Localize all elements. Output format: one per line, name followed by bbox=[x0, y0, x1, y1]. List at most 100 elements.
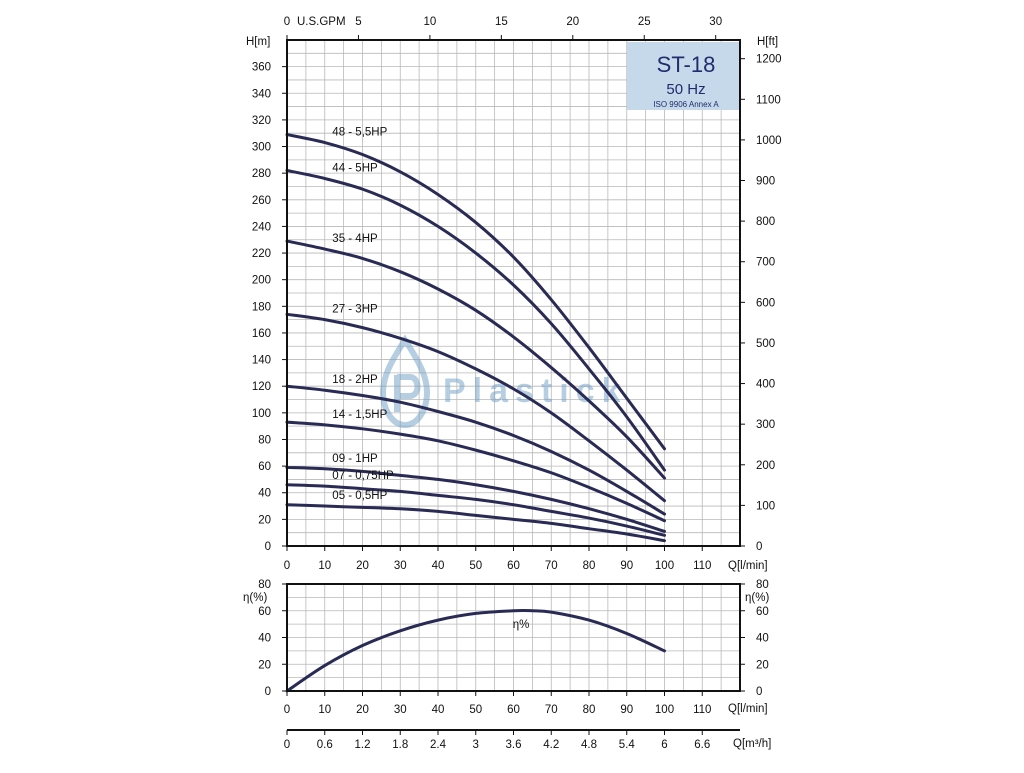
x-tick-label: 80 bbox=[583, 560, 596, 572]
y-tick-label: 240 bbox=[252, 221, 271, 233]
y-right-tick-label: 0 bbox=[756, 541, 762, 553]
y-right-tick-label: 1200 bbox=[756, 54, 782, 66]
head-curve-labels: 48 - 5,5HP 44 - 5HP 35 - 4HP 27 - 3HP 18 - 2… bbox=[332, 127, 394, 503]
m3h-tick-label: 3.6 bbox=[506, 739, 522, 751]
m3h-tick-label: 3 bbox=[473, 739, 479, 751]
y-right-tick-label: 300 bbox=[756, 419, 775, 431]
y-tick-label: 340 bbox=[252, 88, 271, 100]
curve-label-35-4hp: 35 - 4HP bbox=[332, 233, 378, 245]
efficiency-y-right-tick-label: 80 bbox=[756, 579, 769, 591]
efficiency-y-title-right: η(%) bbox=[745, 592, 769, 604]
x-tick-label: 110 bbox=[693, 560, 711, 572]
m3h-tick-label: 5.4 bbox=[619, 739, 636, 751]
x-tick-label: 50 bbox=[469, 560, 482, 572]
efficiency-y-tick-label: 20 bbox=[258, 659, 271, 671]
efficiency-y-tick-label: 0 bbox=[265, 686, 271, 698]
efficiency-y-tick-label: 40 bbox=[258, 633, 271, 645]
top-tick-label: 20 bbox=[566, 16, 579, 28]
efficiency-x-tick-label: 80 bbox=[583, 704, 596, 716]
y-right-tick-label: 1000 bbox=[756, 135, 782, 147]
y-axis-title-left: H[m] bbox=[246, 36, 270, 48]
efficiency-x-tick-label: 60 bbox=[507, 704, 520, 716]
y-right-tick-label: 600 bbox=[756, 297, 775, 309]
efficiency-x-tick-label: 50 bbox=[469, 704, 482, 716]
y-right-tick-label: 200 bbox=[756, 460, 775, 472]
head-curve-48-5-5hp bbox=[285, 133, 666, 451]
y-tick-label: 260 bbox=[252, 195, 271, 207]
efficiency-y-right-tick-label: 40 bbox=[756, 633, 769, 645]
chart-subtitle: 50 Hz bbox=[666, 81, 705, 98]
head-curve-07-0-75hp bbox=[285, 483, 666, 537]
m3h-tick-label: 1.8 bbox=[392, 739, 408, 751]
y-tick-label: 40 bbox=[258, 488, 271, 500]
efficiency-x-tick-label: 10 bbox=[318, 704, 331, 716]
m3h-tick-label: 6.6 bbox=[694, 739, 710, 751]
head-curve-09-1hp bbox=[285, 465, 666, 533]
head-curve-18-2hp bbox=[285, 384, 666, 516]
head-chart-ticks: 0 10 20 30 40 50 60 70 80 90 100 110020406080100120… bbox=[252, 16, 782, 572]
y-tick-label: 300 bbox=[252, 142, 271, 154]
x-tick-label: 0 bbox=[284, 560, 290, 572]
top-tick-label: 10 bbox=[424, 16, 437, 28]
x-tick-label: 90 bbox=[620, 560, 633, 572]
y-tick-label: 140 bbox=[252, 355, 271, 367]
x-tick-label: 20 bbox=[356, 560, 369, 572]
y-tick-label: 360 bbox=[252, 62, 271, 74]
efficiency-curve-label: η% bbox=[513, 619, 530, 631]
m3h-tick-label: 1.2 bbox=[355, 739, 371, 751]
efficiency-x-tick-label: 70 bbox=[545, 704, 558, 716]
efficiency-x-tick-label: 110 bbox=[693, 704, 711, 716]
top-tick-label: 25 bbox=[638, 16, 651, 28]
x-tick-label: 40 bbox=[432, 560, 445, 572]
title-box-background bbox=[627, 42, 739, 110]
efficiency-curve-line bbox=[285, 608, 666, 693]
curve-label-27-3hp: 27 - 3HP bbox=[332, 304, 378, 316]
y-right-tick-label: 1100 bbox=[756, 94, 781, 106]
efficiency-curve-label: η% bbox=[513, 619, 530, 631]
efficiency-y-tick-label: 60 bbox=[258, 606, 271, 618]
efficiency-chart-frame bbox=[286, 583, 741, 692]
y-right-tick-label: 700 bbox=[756, 257, 775, 269]
efficiency-y-right-tick-label: 60 bbox=[756, 606, 769, 618]
efficiency-y-title-left: η(%) bbox=[243, 592, 267, 604]
y-right-tick-label: 800 bbox=[756, 216, 775, 228]
efficiency-x-tick-label: 20 bbox=[356, 704, 369, 716]
efficiency-x-tick-label: 40 bbox=[432, 704, 445, 716]
y-axis-title-right: H[ft] bbox=[757, 36, 778, 48]
curve-label-09-1hp: 09 - 1HP bbox=[332, 453, 378, 465]
head-curves bbox=[285, 133, 666, 543]
curve-label-14-1-5hp: 14 - 1,5HP bbox=[332, 409, 387, 421]
y-right-tick-label: 900 bbox=[756, 176, 775, 188]
head-curve-44-5hp bbox=[285, 168, 666, 472]
head-curve-35-4hp bbox=[285, 239, 666, 480]
efficiency-y-tick-label: 80 bbox=[258, 579, 271, 591]
watermark-text: Plastick bbox=[443, 372, 628, 410]
top-axis-title: U.S.GPM bbox=[297, 16, 346, 28]
y-tick-label: 280 bbox=[252, 168, 271, 180]
efficiency-x-tick-label: 30 bbox=[394, 704, 407, 716]
y-tick-label: 20 bbox=[258, 514, 271, 526]
head-chart-frame bbox=[286, 39, 741, 547]
y-right-tick-label: 400 bbox=[756, 379, 775, 391]
y-right-tick-label: 500 bbox=[756, 338, 775, 350]
water-drop-icon bbox=[379, 334, 431, 429]
x-axis-title-m3h: Q[m³/h] bbox=[733, 738, 771, 750]
y-tick-label: 80 bbox=[258, 434, 271, 446]
m3h-tick-label: 0.6 bbox=[317, 739, 333, 751]
head-curve-27-3hp bbox=[285, 312, 666, 503]
efficiency-y-right-tick-label: 20 bbox=[756, 659, 769, 671]
x-tick-label: 30 bbox=[394, 560, 407, 572]
m3h-tick-label: 0 bbox=[284, 739, 290, 751]
x-axis-title-main: Q[l/min] bbox=[728, 560, 768, 572]
m3h-tick-label: 2.4 bbox=[430, 739, 447, 751]
y-right-tick-label: 100 bbox=[756, 500, 775, 512]
y-tick-label: 120 bbox=[252, 381, 271, 393]
head-curve-05-0-5hp bbox=[285, 503, 666, 543]
y-tick-label: 100 bbox=[252, 408, 271, 420]
m3h-axis-ticks: 0 0.6 1.2 1.8 2.4 3 3.6 4.2 4.8 5.4 6 6.6 bbox=[284, 730, 710, 751]
y-tick-label: 0 bbox=[265, 541, 271, 553]
x-tick-label: 100 bbox=[655, 560, 674, 572]
efficiency-chart-grid bbox=[287, 584, 740, 691]
